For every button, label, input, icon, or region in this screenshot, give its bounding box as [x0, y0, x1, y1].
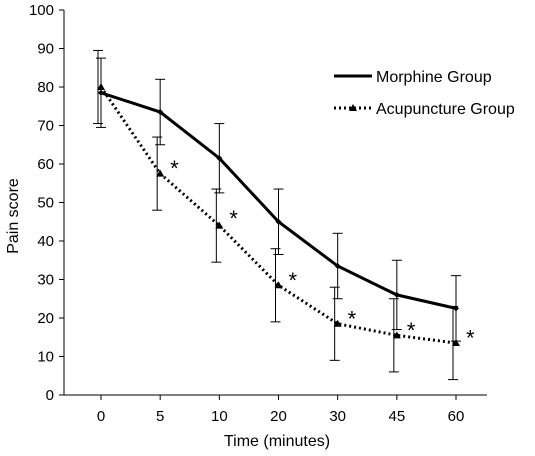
- data-point-marker: [215, 221, 224, 229]
- data-point-marker: [452, 339, 460, 347]
- y-tick-label: 10: [37, 349, 54, 366]
- y-tick-label: 70: [37, 118, 54, 135]
- x-tick-label: 20: [270, 408, 287, 425]
- significance-asterisk: *: [229, 206, 238, 231]
- significance-asterisk: *: [289, 268, 298, 293]
- legend-acupuncture-marker: [349, 104, 357, 111]
- x-tick-label: 0: [97, 408, 105, 425]
- x-tick-label: 60: [448, 408, 465, 425]
- significance-asterisk: *: [348, 306, 357, 331]
- y-axis-ticks: 0 10 20 30 40 50 60 70 80 90 100: [29, 2, 64, 404]
- data-point-marker: [392, 331, 401, 339]
- annotation-layer: * * * * * *: [170, 156, 475, 350]
- significance-asterisk: *: [466, 326, 475, 351]
- data-point-marker: [97, 83, 105, 90]
- x-axis-ticks: 0 5 10 20 30 45 60: [97, 395, 465, 425]
- x-tick-label: 30: [329, 408, 346, 425]
- y-tick-label: 20: [37, 310, 54, 327]
- series-morphine: [96, 57, 461, 342]
- significance-asterisk: *: [407, 318, 416, 343]
- x-tick-label: 5: [156, 408, 164, 425]
- significance-asterisk: *: [170, 156, 179, 181]
- y-axis-title: Pain score: [5, 178, 22, 254]
- x-tick-label: 10: [211, 408, 228, 425]
- data-point-marker: [216, 155, 223, 162]
- legend-morphine-label: Morphine Group: [376, 69, 492, 86]
- y-tick-label: 50: [37, 195, 54, 212]
- y-tick-label: 90: [37, 41, 54, 58]
- series-acupuncture: [93, 49, 460, 381]
- y-tick-label: 100: [29, 2, 54, 19]
- data-point-marker: [275, 218, 282, 225]
- x-tick-label: 45: [388, 408, 405, 425]
- y-tick-label: 80: [37, 79, 54, 96]
- legend-acupuncture-label: Acupuncture Group: [376, 101, 515, 118]
- y-tick-label: 0: [46, 387, 54, 404]
- data-point-marker: [274, 281, 283, 289]
- y-tick-label: 60: [37, 156, 54, 173]
- x-axis-title: Time (minutes): [224, 433, 330, 450]
- data-point-marker: [333, 319, 342, 327]
- data-point-marker: [334, 263, 341, 270]
- data-point-marker: [156, 169, 165, 177]
- data-point-marker: [98, 89, 104, 96]
- y-tick-label: 40: [37, 233, 54, 250]
- y-tick-label: 30: [37, 272, 54, 289]
- data-point-marker: [393, 291, 400, 298]
- legend: Morphine Group Acupuncture Group: [334, 69, 515, 118]
- series-layer: [93, 49, 461, 381]
- data-point-marker: [157, 109, 164, 116]
- axes: [63, 10, 487, 396]
